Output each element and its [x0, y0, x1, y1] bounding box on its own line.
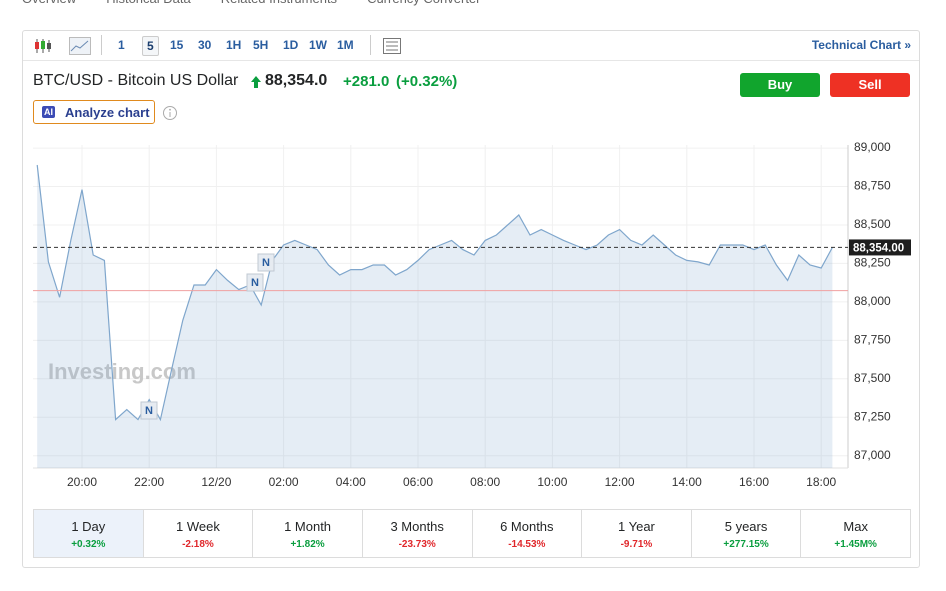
period-change: +1.82%	[290, 539, 325, 550]
price-tag-label: 88,354.00	[853, 242, 904, 254]
interval-button[interactable]: 5	[142, 36, 159, 56]
nav: Overview Historical Data Related Instrumen…	[22, 0, 481, 6]
y-tick-label: 88,000	[854, 294, 891, 308]
sell-button[interactable]: Sell	[830, 73, 910, 97]
period-tab[interactable]: 5 years +277.15%	[690, 510, 801, 557]
info-icon[interactable]	[162, 105, 178, 121]
period-tab[interactable]: 1 Day +0.32%	[34, 510, 143, 557]
period-name: Max	[843, 519, 868, 534]
x-tick-label: 14:00	[672, 475, 702, 489]
x-tick-label: 16:00	[739, 475, 769, 489]
x-tick-label: 22:00	[134, 475, 164, 489]
period-change: -2.18%	[182, 539, 214, 550]
change-percent: (+0.32%)	[396, 73, 458, 90]
y-tick-label: 89,000	[854, 140, 891, 154]
interval-button[interactable]: 5H	[253, 38, 269, 52]
technical-chart-link[interactable]: Technical Chart »	[811, 38, 911, 52]
news-marker[interactable]: N	[257, 253, 275, 272]
period-tab[interactable]: 1 Year -9.71%	[581, 510, 691, 557]
x-tick-label: 06:00	[403, 475, 433, 489]
news-marker-label: N	[251, 277, 259, 289]
x-tick-label: 02:00	[269, 475, 299, 489]
y-tick-label: 87,250	[854, 409, 891, 423]
y-tick-label: 88,750	[854, 179, 891, 193]
x-tick-label: 12/20	[201, 475, 231, 489]
news-marker[interactable]: N	[140, 401, 158, 420]
period-tab[interactable]: 1 Month +1.82%	[252, 510, 362, 557]
news-marker-box	[246, 273, 264, 292]
news-marker[interactable]: N	[246, 273, 264, 292]
x-tick-label: 10:00	[537, 475, 567, 489]
period-change: +0.32%	[71, 539, 106, 550]
price-tag	[849, 239, 911, 256]
period-change: +1.45M%	[834, 539, 877, 550]
up-arrow	[251, 76, 261, 88]
nav-link[interactable]: Related Instruments	[221, 0, 337, 6]
y-tick-label: 87,000	[854, 448, 891, 462]
period-name: 1 Day	[71, 519, 106, 534]
y-tick-label: 87,750	[854, 333, 891, 347]
analyze-label: Analyze chart	[65, 105, 150, 120]
y-tick-label: 88,500	[854, 217, 891, 231]
period-tab[interactable]: Max +1.45M%	[800, 510, 910, 557]
interval-button[interactable]: 1D	[283, 38, 299, 52]
buy-button[interactable]: Buy	[740, 73, 820, 97]
instrument-name: BTC/USD - Bitcoin US Dollar	[33, 72, 239, 89]
period-change: -23.73%	[398, 539, 436, 550]
divider	[101, 35, 102, 55]
x-tick-label: 04:00	[336, 475, 366, 489]
period-name: 6 Months	[500, 519, 554, 534]
nav-link[interactable]: Currency Converter	[367, 0, 480, 6]
candle-icon[interactable]	[33, 38, 53, 54]
panel	[22, 30, 920, 568]
y-tick-label: 88,250	[854, 256, 891, 270]
x-tick-label: 12:00	[605, 475, 635, 489]
nav-link[interactable]: Historical Data	[106, 0, 191, 6]
news-marker-box	[140, 401, 158, 420]
period-name: 1 Week	[176, 519, 220, 534]
interval-button[interactable]: 1H	[226, 38, 242, 52]
interval-button[interactable]: 15	[170, 38, 184, 52]
interval-button[interactable]: 30	[198, 38, 212, 52]
news-marker-label: N	[145, 405, 153, 417]
interval-button[interactable]: 1M	[337, 38, 354, 52]
period-name: 1 Year	[618, 519, 655, 534]
period-tabs: 1 Day +0.32% 1 Week -2.18% 1 Month +1.82% 3 Mo…	[33, 509, 911, 558]
x-tick-label: 20:00	[67, 475, 97, 489]
news-icon[interactable]	[383, 38, 401, 54]
news-marker-label: N	[262, 257, 270, 269]
divider	[370, 35, 371, 55]
ai-badge: AI	[42, 106, 55, 118]
news-marker-box	[257, 253, 275, 272]
period-name: 5 years	[724, 519, 768, 534]
nav-link[interactable]: Overview	[22, 0, 76, 6]
period-tab[interactable]: 3 Months -23.73%	[361, 510, 472, 557]
x-tick-label: 08:00	[470, 475, 500, 489]
area	[37, 165, 833, 468]
analyze-button[interactable]: AI Analyze chart	[33, 100, 155, 124]
toolbar: Technical Chart » 1 5 15 30 1H 5H 1D 1W 1M	[23, 31, 919, 61]
interval-button[interactable]: 1W	[309, 38, 327, 52]
period-name: 1 Month	[284, 519, 332, 534]
period-change: -14.53%	[508, 539, 546, 550]
period-change: -9.71%	[620, 539, 653, 550]
period-name: 3 Months	[390, 519, 444, 534]
x-tick-label: 18:00	[806, 475, 836, 489]
period-change: +277.15%	[723, 539, 769, 550]
period-tab[interactable]: 1 Week -2.18%	[142, 510, 253, 557]
interval-button[interactable]: 1	[118, 38, 125, 52]
price: 88,354.0	[265, 72, 328, 89]
y-tick-label: 87,500	[854, 371, 891, 385]
change: +281.0	[343, 73, 390, 90]
area-icon[interactable]	[69, 37, 91, 55]
period-tab[interactable]: 6 Months -14.53%	[471, 510, 582, 557]
